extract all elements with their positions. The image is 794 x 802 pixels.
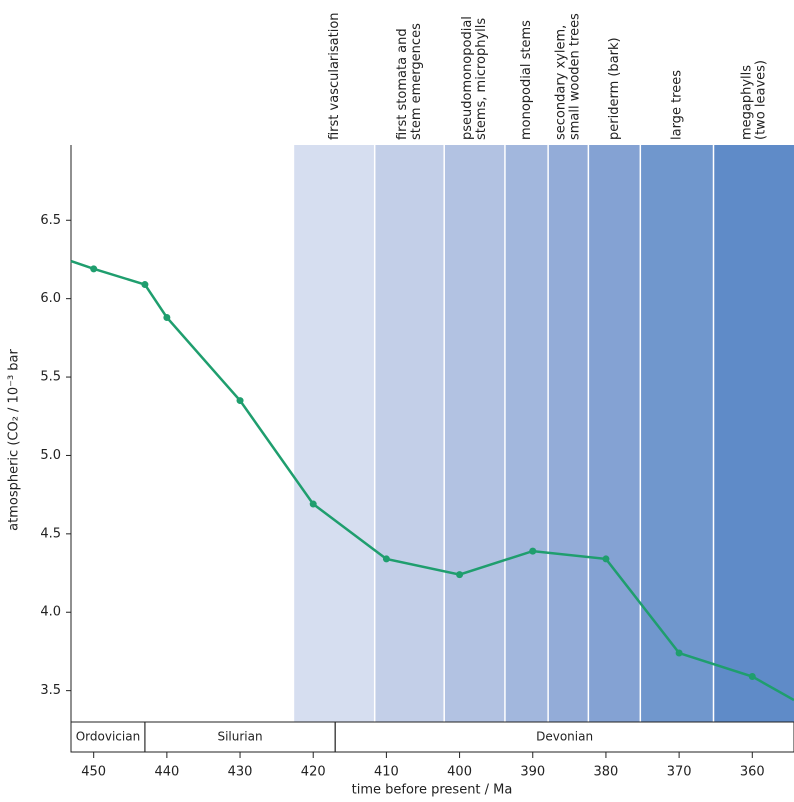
data-point: [456, 571, 463, 578]
period-label: Silurian: [217, 730, 262, 744]
stage-label: (two leaves): [753, 60, 768, 140]
data-point: [749, 673, 756, 680]
stage-band: [588, 145, 640, 722]
y-tick-label: 6.0: [40, 291, 61, 306]
x-tick-label: 360: [740, 765, 765, 780]
stage-band: [548, 145, 588, 722]
x-tick-label: 410: [374, 765, 399, 780]
stage-label: stem emergences: [409, 23, 424, 140]
data-point: [163, 314, 170, 321]
data-point: [141, 281, 148, 288]
stage-label: periderm (bark): [607, 37, 622, 140]
data-point: [310, 501, 317, 508]
data-point: [676, 650, 683, 657]
stage-band: [375, 145, 445, 722]
data-point: [602, 555, 609, 562]
x-tick-label: 370: [667, 765, 692, 780]
stage-label: large trees: [669, 70, 684, 140]
stage-band: [505, 145, 548, 722]
x-tick-label: 380: [594, 765, 619, 780]
data-point: [529, 548, 536, 555]
stage-label: stems, microphylls: [474, 18, 489, 140]
period-label: Ordovician: [76, 730, 140, 744]
stage-band: [444, 145, 505, 722]
x-tick-label: 420: [301, 765, 326, 780]
data-point: [90, 265, 97, 272]
y-tick-label: 5.0: [40, 448, 61, 463]
chart: atmospheric (CO₂ / 10⁻³ bar time before …: [0, 0, 794, 798]
x-tick-label: 440: [154, 765, 179, 780]
x-tick-label: 390: [520, 765, 545, 780]
y-tick-label: 4.5: [40, 526, 61, 541]
stage-band: [294, 145, 374, 722]
y-tick-label: 6.5: [40, 213, 61, 228]
stage-label: secondary xylem,: [554, 25, 569, 140]
period-label: Devonian: [536, 730, 593, 744]
x-tick-label: 400: [447, 765, 472, 780]
data-point: [237, 397, 244, 404]
y-tick-label: 4.0: [40, 605, 61, 620]
stage-band: [640, 145, 713, 722]
x-tick-label: 430: [228, 765, 253, 780]
x-tick-label: 450: [81, 765, 106, 780]
x-axis-label: time before present / Ma: [352, 783, 513, 798]
y-axis-label: atmospheric (CO₂ / 10⁻³ bar: [7, 348, 22, 530]
stage-label: small wooden trees: [568, 13, 583, 140]
stage-label: megaphylls: [739, 65, 754, 140]
stage-label: monopodial stems: [519, 20, 534, 140]
data-point: [383, 555, 390, 562]
stage-label: pseudomonopodial: [460, 16, 475, 140]
stage-label: first vascularisation: [327, 12, 342, 140]
stage-band: [714, 145, 794, 722]
y-tick-label: 3.5: [40, 683, 61, 698]
y-tick-label: 5.5: [40, 370, 61, 385]
stage-label: first stomata and: [395, 28, 410, 140]
